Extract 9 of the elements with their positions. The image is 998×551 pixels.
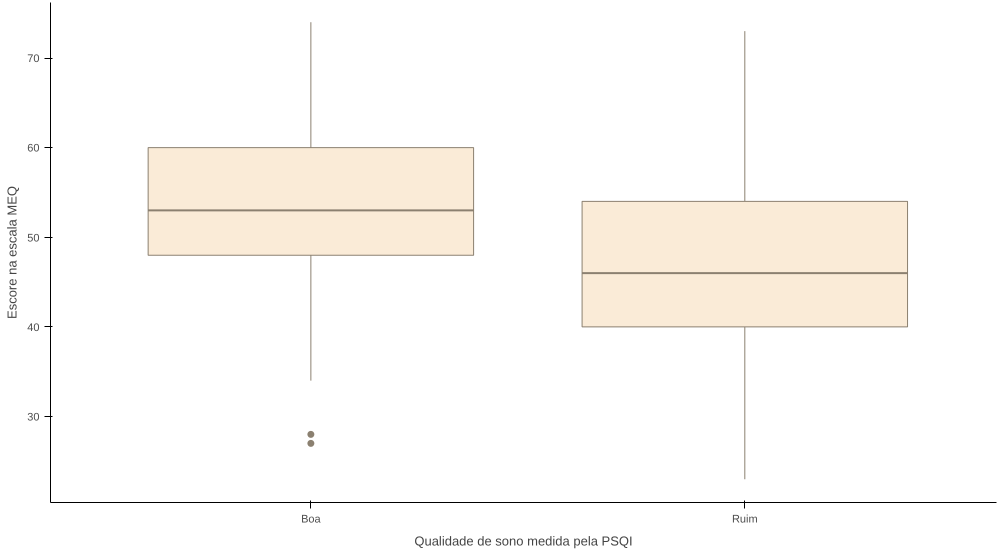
x-tick-label: Boa: [301, 514, 322, 526]
y-tick-label: 30: [27, 411, 40, 424]
y-tick-label: 40: [27, 322, 40, 334]
y-tick-label: 70: [27, 53, 40, 66]
y-tick-label: 60: [27, 142, 40, 155]
y-tick-label: 50: [27, 232, 40, 244]
x-tick-label: Ruim: [732, 514, 758, 526]
y-axis-title: Escore na escala MEQ: [4, 186, 20, 319]
x-axis-title: Qualidade de sono medida pela PSQI: [414, 534, 633, 548]
